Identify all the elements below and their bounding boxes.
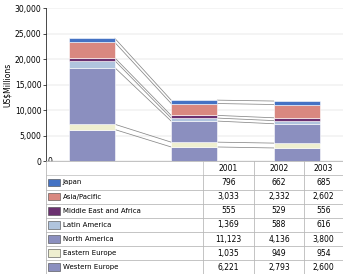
Bar	[48, 207, 60, 215]
Bar	[69, 60, 115, 67]
Text: 2,793: 2,793	[268, 263, 290, 272]
Bar	[203, 218, 254, 232]
Y-axis label: US$Millions: US$Millions	[3, 63, 12, 107]
Bar	[254, 260, 304, 274]
Bar	[203, 190, 254, 204]
Bar	[46, 190, 203, 204]
Bar	[304, 175, 343, 190]
Text: 2002: 2002	[270, 164, 289, 173]
Bar	[48, 235, 60, 243]
Text: 954: 954	[316, 249, 331, 258]
Bar	[274, 101, 320, 104]
Text: 555: 555	[221, 206, 236, 215]
Text: North America: North America	[63, 236, 113, 242]
Bar	[254, 246, 304, 260]
Bar	[48, 179, 60, 186]
Bar	[69, 58, 115, 60]
Bar	[48, 193, 60, 200]
Bar	[46, 232, 203, 246]
Text: 529: 529	[272, 206, 286, 215]
Text: 3,033: 3,033	[218, 192, 239, 201]
Text: 1,369: 1,369	[218, 220, 239, 229]
Bar	[274, 124, 320, 143]
FancyBboxPatch shape	[46, 161, 343, 274]
Bar	[304, 218, 343, 232]
Bar	[69, 130, 115, 161]
Text: 6,221: 6,221	[218, 263, 239, 272]
Bar	[304, 204, 343, 218]
Bar	[46, 204, 203, 218]
Bar	[304, 232, 343, 246]
Text: 2003: 2003	[314, 164, 333, 173]
Text: 685: 685	[316, 178, 331, 187]
Text: Middle East and Africa: Middle East and Africa	[63, 208, 141, 214]
Bar	[171, 104, 217, 115]
Bar	[304, 161, 343, 175]
Text: 662: 662	[272, 178, 286, 187]
Bar	[274, 148, 320, 161]
Text: Latin America: Latin America	[63, 222, 111, 228]
Text: 2001: 2001	[82, 238, 101, 247]
Bar	[203, 204, 254, 218]
Bar	[254, 175, 304, 190]
Text: 796: 796	[221, 178, 236, 187]
Bar	[254, 190, 304, 204]
Text: Western Europe: Western Europe	[63, 264, 118, 270]
Text: Asia/Pacific: Asia/Pacific	[63, 193, 102, 200]
Text: 1,035: 1,035	[218, 249, 239, 258]
Bar	[304, 190, 343, 204]
Text: 11,123: 11,123	[215, 235, 242, 244]
Bar	[46, 218, 203, 232]
Bar	[254, 161, 304, 175]
Bar	[304, 246, 343, 260]
Text: 2,600: 2,600	[313, 263, 335, 272]
Bar	[171, 100, 217, 104]
Bar	[171, 142, 217, 147]
Bar	[171, 121, 217, 142]
Bar	[171, 118, 217, 121]
Bar	[274, 143, 320, 148]
Bar	[69, 42, 115, 58]
Bar	[203, 260, 254, 274]
Bar	[254, 218, 304, 232]
Bar	[171, 115, 217, 118]
Text: 2,602: 2,602	[313, 192, 335, 201]
Bar	[203, 175, 254, 190]
Bar	[274, 104, 320, 118]
Text: 556: 556	[316, 206, 331, 215]
Bar	[254, 204, 304, 218]
Bar	[46, 175, 203, 190]
Bar	[203, 161, 254, 175]
Bar	[254, 232, 304, 246]
Text: Japan: Japan	[63, 179, 82, 185]
Bar	[48, 249, 60, 257]
Text: 2002: 2002	[185, 238, 204, 247]
Text: 616: 616	[316, 220, 331, 229]
Text: 2003: 2003	[287, 238, 307, 247]
Bar	[171, 147, 217, 161]
Bar	[69, 124, 115, 130]
Bar	[203, 232, 254, 246]
Text: 3,800: 3,800	[313, 235, 335, 244]
Text: 588: 588	[272, 220, 286, 229]
Bar	[274, 118, 320, 121]
Bar	[69, 67, 115, 124]
Bar	[46, 260, 203, 274]
Bar	[203, 246, 254, 260]
Text: 4,136: 4,136	[268, 235, 290, 244]
Bar	[304, 260, 343, 274]
Text: 0: 0	[48, 157, 53, 166]
Bar	[69, 38, 115, 42]
Text: 949: 949	[272, 249, 286, 258]
Bar	[274, 121, 320, 124]
Text: Eastern Europe: Eastern Europe	[63, 250, 116, 256]
Bar	[48, 221, 60, 229]
Text: 2001: 2001	[219, 164, 238, 173]
Text: 2,332: 2,332	[268, 192, 290, 201]
Bar	[46, 246, 203, 260]
Bar	[48, 263, 60, 271]
